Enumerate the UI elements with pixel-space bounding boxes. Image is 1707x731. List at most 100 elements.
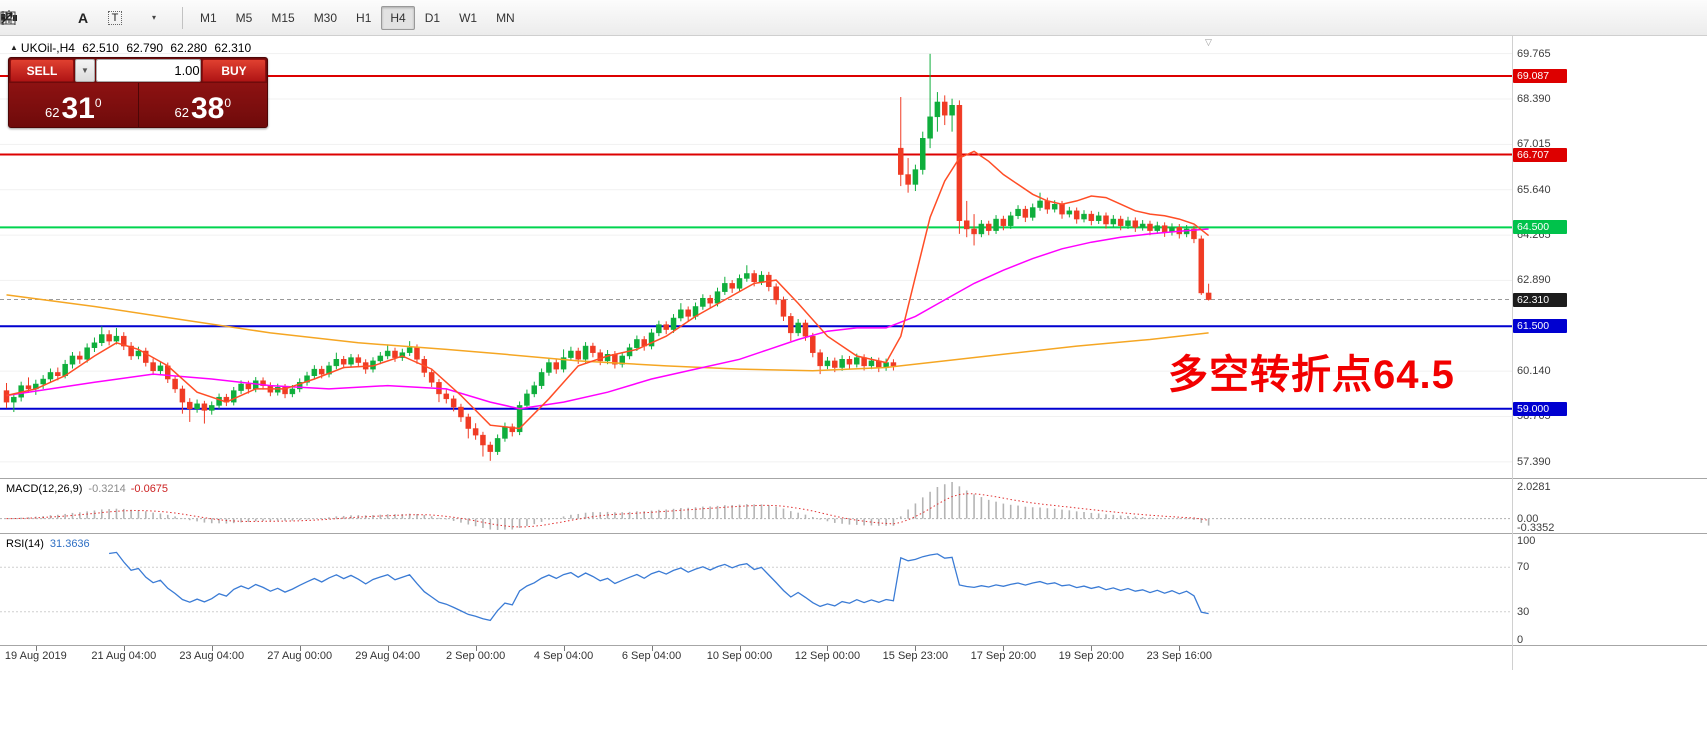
price-tag-69.087: 69.087 [1513,69,1567,83]
time-tick [387,646,389,651]
buy-price-big: 38 [190,92,225,125]
time-tick [475,646,477,651]
ohlc-open: 62.510 [82,41,119,55]
price-scale-border [1512,36,1513,670]
timeframe-toolbar: M1 M5 M15 M30 H1 H4 D1 W1 MN [191,5,524,30]
buy-price-display[interactable]: 62 38 0 [137,83,268,127]
macd-pane[interactable] [0,479,1512,533]
rsi-axis-30: 30 [1517,605,1530,618]
rsi-value: 31.3636 [49,538,90,550]
timeframe-button-m5[interactable]: M5 [235,10,253,25]
rsi-axis-0: 0 [1517,634,1524,646]
time-tick [299,646,301,651]
label-tool-icon[interactable]: T [100,4,130,32]
buy-price-sup: 0 [224,96,232,110]
time-tick [123,646,125,651]
sell-price-big: 31 [61,92,95,125]
pane-separator-rsi[interactable] [0,533,1707,534]
macd-name: MACD(12,26,9) [6,483,83,495]
price-axis-label: 62.890 [1517,274,1551,287]
ohlc-high: 62.790 [126,41,164,55]
symbol-name: UKOil-,H4 [20,41,75,55]
sell-button[interactable]: SELL [10,59,74,82]
ohlc-close: 62.310 [214,41,252,55]
buy-price-small: 62 [174,105,189,120]
time-tick [35,646,37,651]
fast-ma-red [6,150,1210,430]
timeframe-button-h1[interactable]: H1 [356,10,372,25]
grid-icon[interactable] [0,4,66,32]
time-axis-label: 21 Aug 04:00 [91,650,157,662]
timeframe-button-d1[interactable]: D1 [424,10,441,25]
symbol-ohlc-readout: ▲ UKOil-,H4 62.510 62.790 62.280 62.310 [10,41,255,55]
time-axis-label: 2 Sep 00:00 [445,650,506,662]
timeframe-button-h4[interactable]: H4 [381,5,415,30]
price-axis-label: 67.015 [1517,138,1551,151]
slow-ma-orange [6,294,1209,372]
time-axis-label: 19 Aug 2019 [4,650,67,662]
rsi-readout: RSI(14) 31.3636 [6,538,90,550]
time-tick [1003,646,1005,651]
price-tag-59.000: 59.000 [1513,401,1567,416]
time-axis-label: 12 Sep 00:00 [794,650,861,662]
time-axis-label: 15 Sep 23:00 [882,650,949,662]
text-tool-icon[interactable]: A [77,9,89,26]
rsi-axis-100: 100 [1517,535,1536,547]
time-axis-label: 29 Aug 04:00 [355,650,421,662]
dropdown-caret-icon: ▾ [151,13,156,22]
time-axis-label: 23 Aug 04:00 [179,650,245,662]
price-tag-64.500: 64.500 [1513,220,1567,235]
trade-options-caret[interactable]: ▼ [75,59,95,82]
time-axis-label: 4 Sep 04:00 [533,650,594,662]
rsi-pane[interactable] [0,534,1512,645]
volume-field-wrap: ▲ ▼ [96,59,201,82]
macd-value-main: -0.3214 [88,483,126,495]
sell-price-sup: 0 [94,96,102,110]
time-axis-label: 19 Sep 20:00 [1058,650,1125,662]
price-axis-label: 57.390 [1517,455,1551,468]
timeframe-button-m30[interactable]: M30 [313,10,338,25]
price-tag-62.310: 62.310 [1513,292,1567,307]
price-axis-label: 65.640 [1517,183,1551,196]
price-axis-label: 60.140 [1517,365,1551,378]
price-chart[interactable] [0,36,1512,478]
volume-input[interactable] [97,60,200,81]
rsi-name: RSI(14) [6,538,44,550]
sell-price-display[interactable]: 62 31 0 [9,83,138,127]
time-axis-label: 27 Aug 00:00 [267,650,333,662]
trade-prices-row: 62 31 0 62 38 0 [9,83,267,127]
price-axis-label: 68.390 [1517,93,1551,105]
sell-price-small: 62 [44,105,60,120]
timeframe-button-m1[interactable]: M1 [200,10,217,25]
trade-controls-row: SELL ▼ ▲ ▼ BUY [9,58,267,83]
macd-axis-max: 2.0281 [1517,481,1551,493]
time-tick [211,646,213,651]
timeframe-button-w1[interactable]: W1 [459,10,478,25]
buy-button[interactable]: BUY [202,59,266,82]
arrow-glyph [1,11,13,23]
time-tick [827,646,829,651]
time-axis-label: 10 Sep 00:00 [706,650,773,662]
rsi-axis-70: 70 [1517,561,1530,574]
time-tick [1179,646,1181,651]
time-tick [915,646,917,651]
toolbar: A T ▾ M1 M5 M15 M30 H1 H4 D1 W1 MN [0,0,1707,36]
time-tick [1091,646,1093,651]
price-tag-61.500: 61.500 [1513,319,1567,334]
timeframe-button-mn[interactable]: MN [496,10,515,25]
time-tick [563,646,565,651]
time-axis-label: 23 Sep 16:00 [1146,650,1213,662]
chart-annotation-text: 多空转折点64.5 [1168,353,1455,397]
macd-value-signal: -0.0675 [130,483,169,495]
time-tick [651,646,653,651]
macd-axis-zero: 0.00 [1517,512,1539,525]
time-axis-label: 17 Sep 20:00 [970,650,1037,662]
chart-shift-marker-icon: ▽ [1205,37,1212,47]
timeframe-button-m15[interactable]: M15 [271,10,295,25]
one-click-trading-panel: SELL ▼ ▲ ▼ BUY 62 31 0 62 38 0 [8,57,268,128]
toolbar-separator [182,6,183,29]
pane-separator-macd[interactable] [0,478,1707,479]
cursor-tool-icon[interactable]: ▾ [1,4,174,32]
mid-ma-magenta [6,228,1209,410]
